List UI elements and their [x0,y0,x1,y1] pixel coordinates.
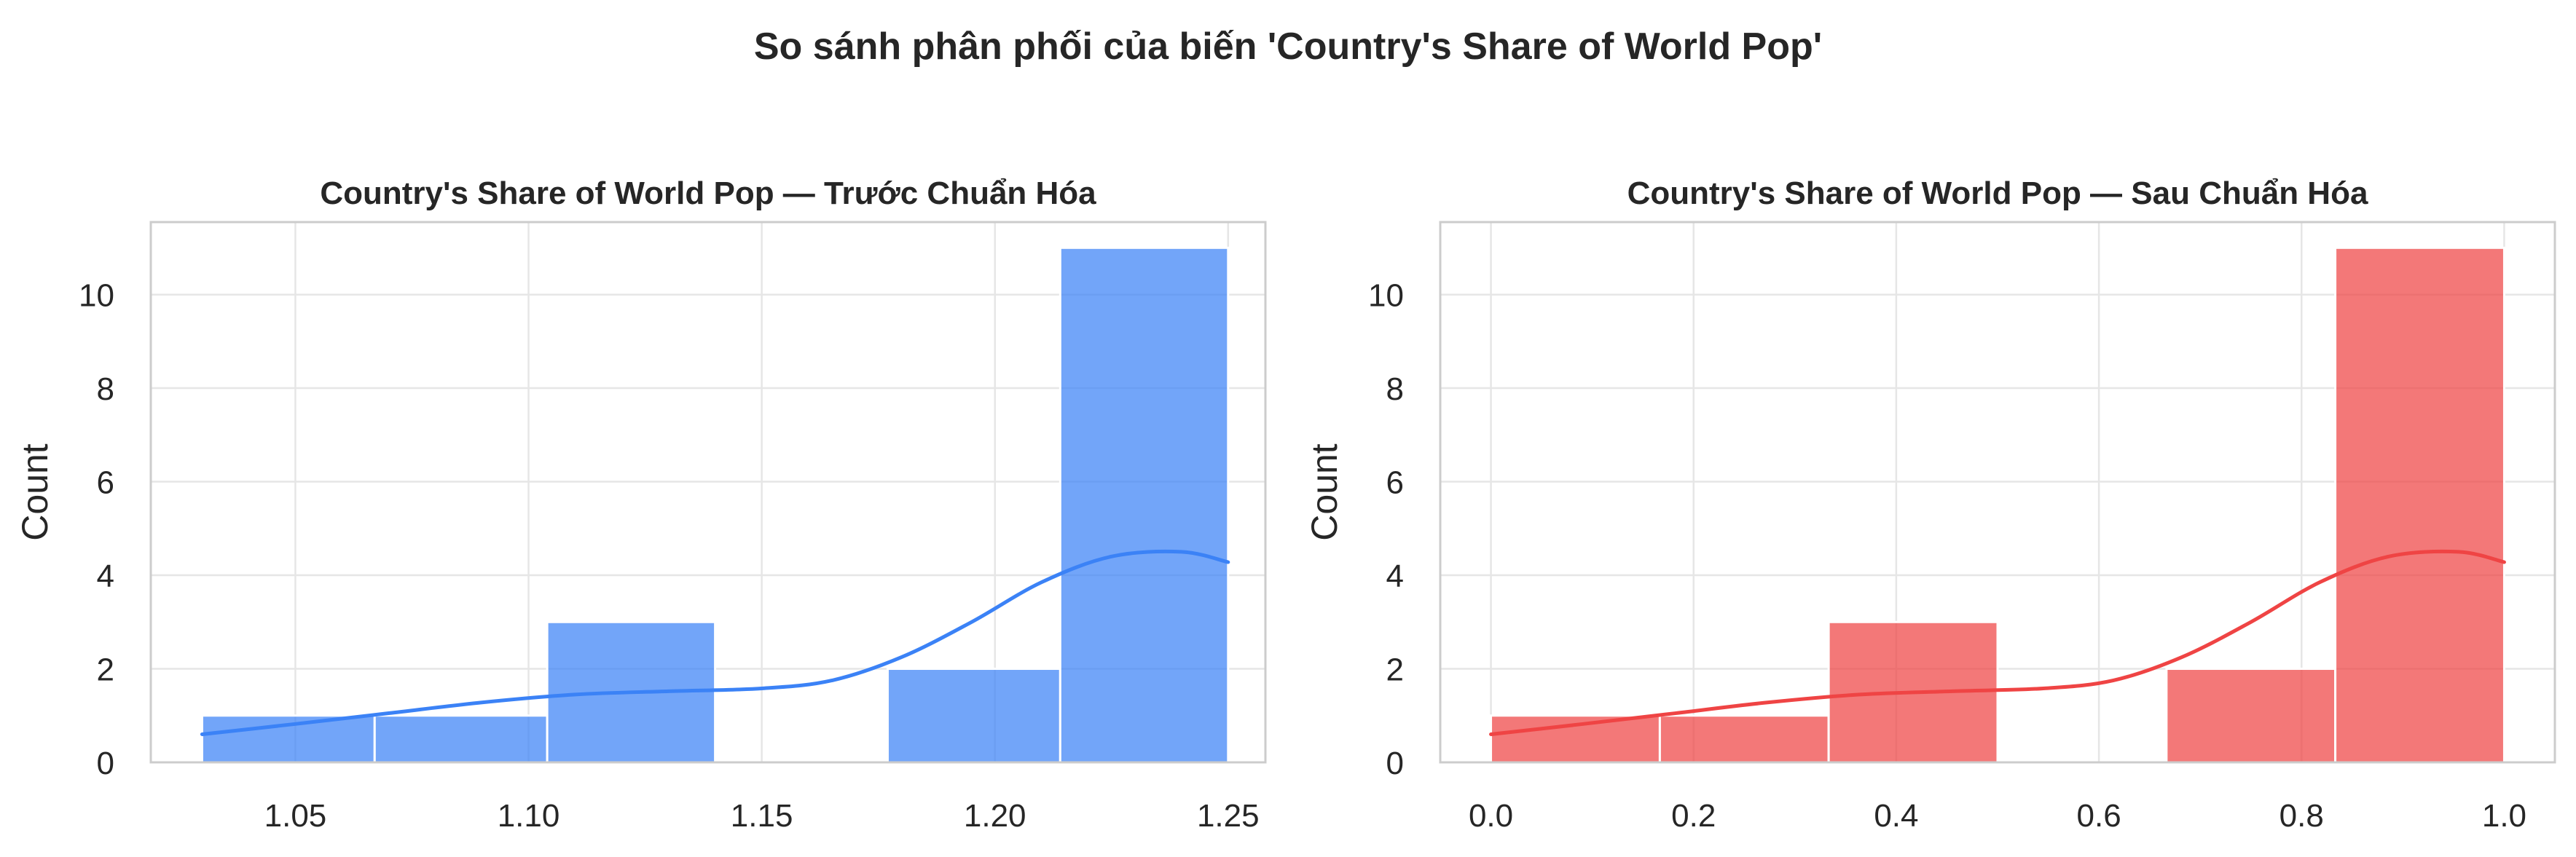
y-tick-label: 10 [1368,278,1404,314]
x-tick-label: 0.0 [1469,798,1513,834]
y-tick-label: 0 [97,746,114,781]
chart-title: Country's Share of World Pop — Trước Chu… [320,175,1096,211]
histogram-bar [200,714,376,764]
x-tick-label: 0.4 [1874,798,1918,834]
x-tick-label: 0.8 [2279,798,2324,834]
y-axis-label: Count [1304,443,1345,541]
x-tick-label: 1.20 [964,798,1026,834]
kde-line [200,549,1230,736]
x-tick-label: 1.05 [264,798,327,834]
x-tick-label: 1.25 [1197,798,1260,834]
histogram-bar [1490,714,1661,764]
y-tick-label: 0 [1386,746,1404,781]
x-tick-label: 1.15 [731,798,793,834]
figure-title: So sánh phân phối của biến 'Country's Sh… [753,25,1823,68]
axes-frame [149,221,1267,764]
y-axis-label: Count [15,443,55,541]
y-tick-label: 6 [97,465,114,501]
kde-line [1489,549,2506,736]
histogram-bar [373,714,549,764]
chart-panel-2: 0.0 0.2 0.4 0.6 0.8 1.0 0 2 4 6 8 10 Count Country's … [1304,175,2556,834]
y-tick-label: 8 [97,371,114,407]
y-tick-label: 6 [1386,465,1404,501]
histogram-bar [1658,714,1830,764]
x-tick-label: 1.0 [2482,798,2526,834]
histogram-bar [1059,246,1230,764]
histogram-bar [2334,246,2505,764]
y-tick-label: 2 [1386,652,1404,688]
histogram-bar [886,668,1061,764]
chart-title: Country's Share of World Pop — Sau Chuẩn… [1627,175,2368,211]
y-tick-label: 2 [97,652,114,688]
y-tick-label: 10 [79,278,114,314]
y-tick-label: 4 [1386,558,1404,594]
y-tick-label: 4 [97,558,114,594]
chart-panel-1: 1.05 1.10 1.15 1.20 1.25 0 2 4 6 8 10 Count Country'… [15,175,1267,834]
axes-frame [1439,221,2556,764]
x-tick-label: 0.6 [2077,798,2121,834]
y-tick-label: 8 [1386,371,1404,407]
x-tick-label: 1.10 [498,798,560,834]
histogram-bar [2165,668,2337,764]
x-tick-label: 0.2 [1671,798,1716,834]
